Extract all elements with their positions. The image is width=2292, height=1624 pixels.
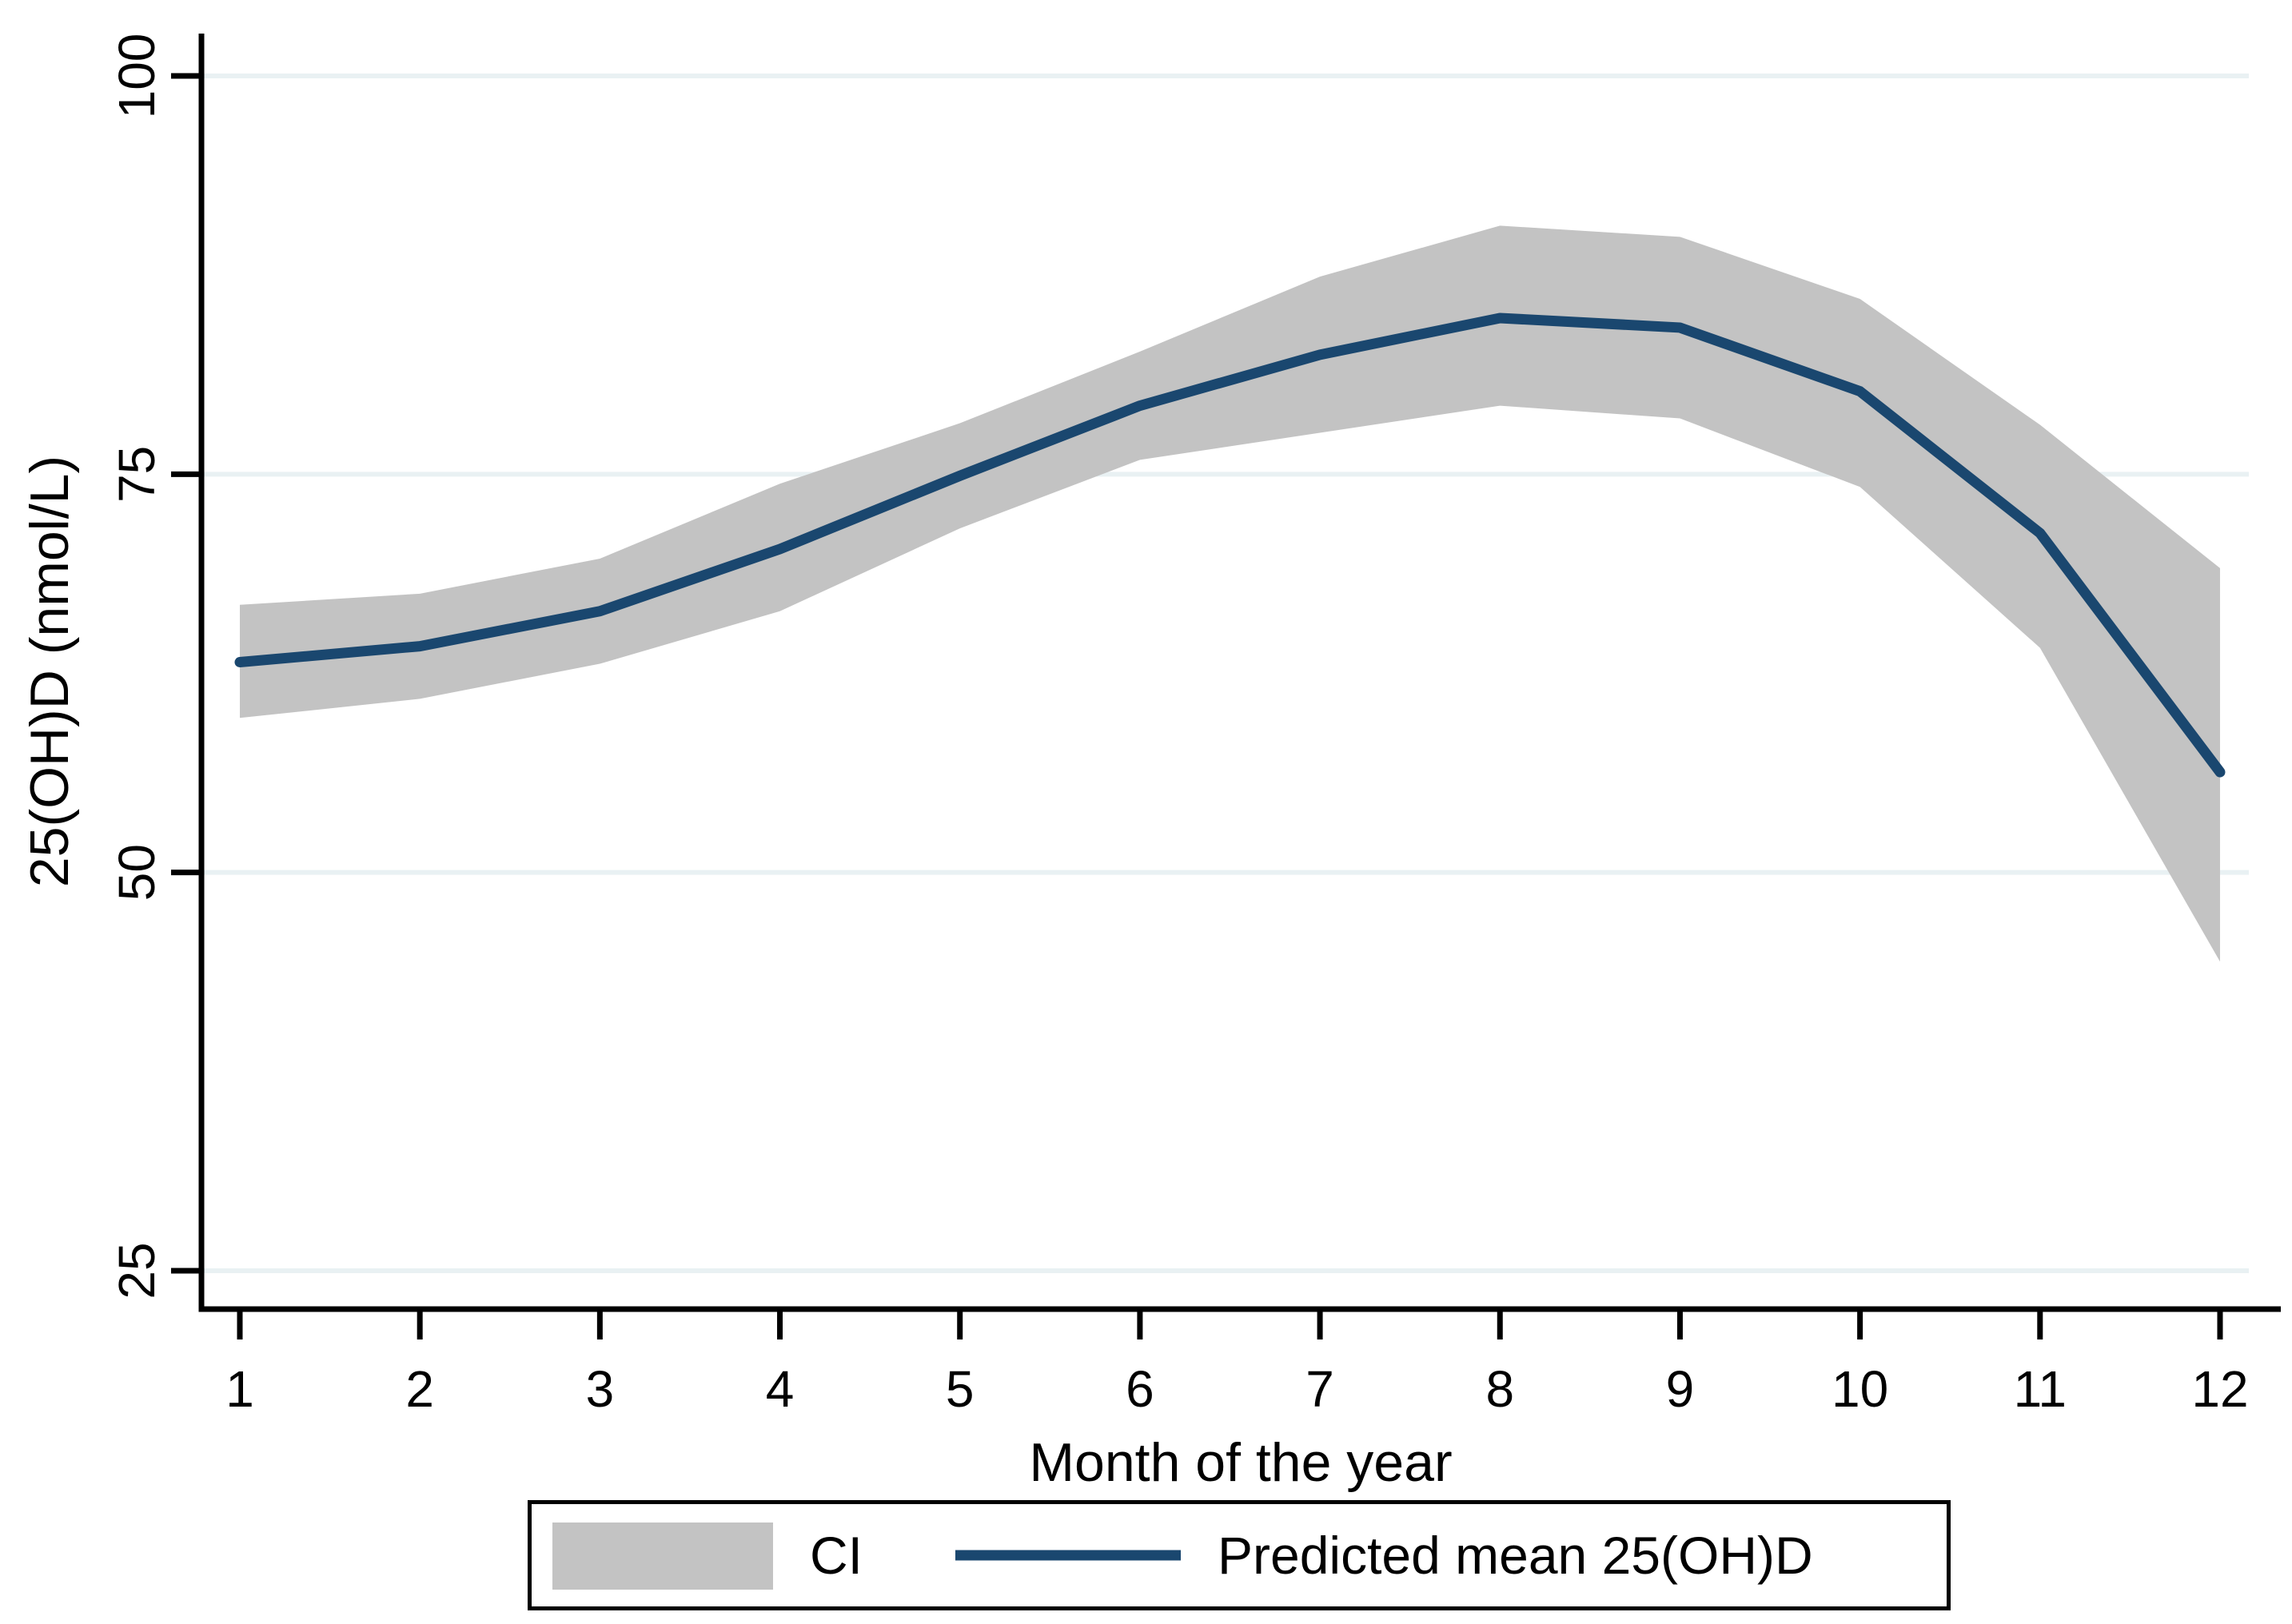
x-tick-label: 12: [2191, 1360, 2248, 1418]
x-tick-label: 1: [225, 1360, 254, 1418]
y-axis-title: 25(OH)D (nmol/L): [19, 455, 80, 888]
x-tick-label: 9: [1666, 1360, 1695, 1418]
y-tick-label: 50: [108, 844, 165, 901]
ci-band: [240, 225, 2220, 962]
x-tick-label: 6: [1126, 1360, 1154, 1418]
x-tick-label: 10: [1832, 1360, 1888, 1418]
x-tick-label: 7: [1305, 1360, 1334, 1418]
x-tick-label: 2: [405, 1360, 434, 1418]
x-tick-label: 8: [1485, 1360, 1514, 1418]
y-tick-label: 25: [108, 1242, 165, 1299]
mean-line: [234, 312, 2226, 778]
legend: CI Predicted mean 25(OH)D: [528, 1500, 1951, 1610]
x-tick-label: 3: [586, 1360, 615, 1418]
x-tick-label: 4: [766, 1360, 795, 1418]
legend-ci-label: CI: [810, 1526, 863, 1585]
legend-mean-label: Predicted mean 25(OH)D: [1218, 1526, 1813, 1585]
ci-band-swatch: [552, 1522, 773, 1590]
y-tick-label: 100: [108, 34, 165, 119]
x-axis-title: Month of the year: [1029, 1432, 1453, 1493]
y-tick-label: 75: [108, 446, 165, 503]
x-tick-label: 11: [2014, 1360, 2067, 1418]
x-tick-label: 5: [946, 1360, 975, 1418]
mean-line-swatch: [955, 1550, 1181, 1561]
